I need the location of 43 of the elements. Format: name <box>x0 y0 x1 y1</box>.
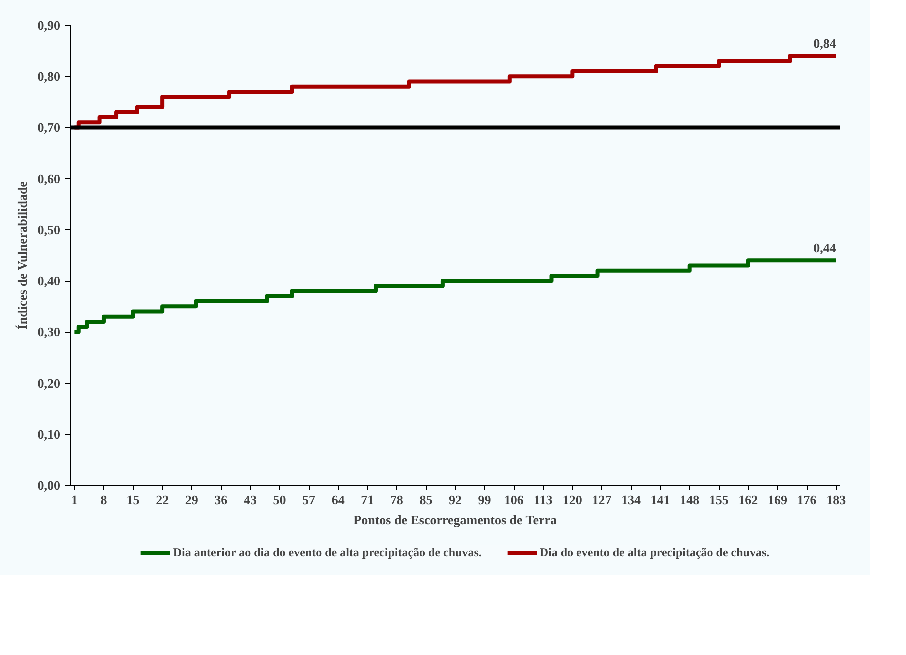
x-tick-label: 15 <box>126 492 140 508</box>
x-tick-label: 141 <box>650 492 670 508</box>
x-tick-label: 155 <box>709 492 730 508</box>
x-tick-label: 162 <box>738 492 758 508</box>
x-tick-label: 148 <box>680 492 700 508</box>
x-axis-title: Pontos de Escorregamentos de Terra <box>354 512 558 528</box>
x-tick-label: 71 <box>361 492 374 508</box>
y-axis-title: Índices de Vulnerabilidade <box>14 181 30 330</box>
x-tick-label: 120 <box>562 492 582 508</box>
y-tick-label: 0,60 <box>38 171 60 186</box>
x-tick-label: 64 <box>332 492 346 508</box>
y-tick-label: 0,80 <box>38 69 60 84</box>
x-tick-label: 92 <box>449 492 462 508</box>
x-tick-label: 183 <box>826 492 847 508</box>
y-tick-label: 0,00 <box>38 478 60 493</box>
x-tick-label: 22 <box>156 492 170 508</box>
x-tick-label: 57 <box>302 492 316 508</box>
y-tick-label: 0,40 <box>38 274 60 289</box>
annotation: 0,44 <box>814 240 837 256</box>
x-tick-label: 134 <box>622 492 642 508</box>
x-tick-label: 85 <box>420 492 434 508</box>
y-tick-label: 0,30 <box>38 324 60 340</box>
x-tick-label: 43 <box>244 492 258 508</box>
y-tick-label: 0,10 <box>38 426 60 442</box>
x-tick-label: 36 <box>214 492 228 508</box>
x-tick-label: 113 <box>534 492 554 508</box>
annotation: 0,84 <box>814 36 837 52</box>
x-tick-label: 50 <box>273 492 286 508</box>
y-tick-label: 0,50 <box>38 222 60 238</box>
legend-label: Dia do evento de alta precipitação de chuvas. <box>540 545 770 560</box>
x-tick-label: 8 <box>100 492 108 508</box>
x-tick-label: 29 <box>185 492 199 508</box>
x-tick-label: 99 <box>478 492 492 508</box>
x-tick-label: 78 <box>390 492 404 508</box>
y-tick-label: 0,90 <box>38 18 60 33</box>
x-tick-label: 106 <box>504 492 524 508</box>
x-tick-label: 176 <box>797 492 818 508</box>
x-tick-label: 1 <box>71 492 78 508</box>
legend-label: Dia anterior ao dia do evento de alta precipitação de chuvas. <box>173 545 482 560</box>
y-tick-label: 0,20 <box>38 376 60 391</box>
y-tick-label: 0,70 <box>38 120 60 136</box>
x-tick-label: 169 <box>768 492 788 508</box>
x-tick-label: 127 <box>592 492 612 508</box>
